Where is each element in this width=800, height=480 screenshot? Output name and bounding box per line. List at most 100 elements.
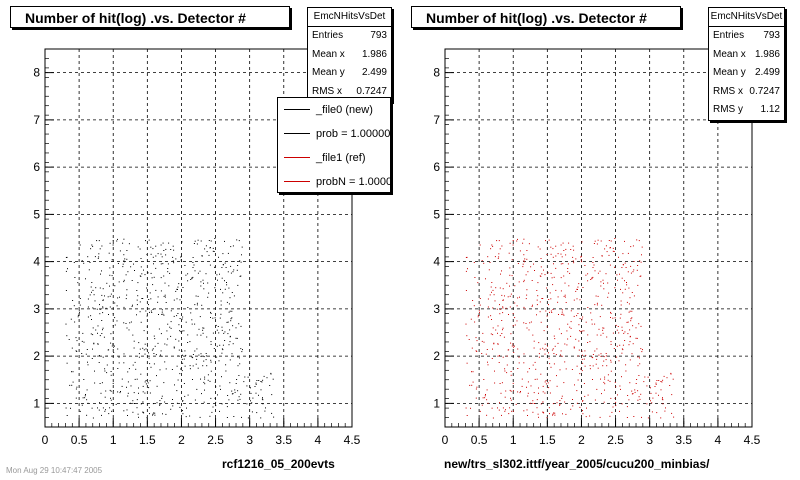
- scatter-point: [552, 414, 553, 416]
- scatter-point: [91, 282, 93, 283]
- scatter-point: [565, 302, 567, 303]
- scatter-point: [592, 257, 594, 258]
- scatter-point: [542, 347, 544, 349]
- scatter-point: [600, 378, 601, 380]
- scatter-point: [587, 334, 589, 336]
- scatter-point: [202, 329, 204, 331]
- scatter-point: [112, 240, 114, 241]
- scatter-point: [590, 312, 592, 314]
- y-tick-label: 6: [33, 160, 40, 174]
- scatter-point: [622, 264, 624, 266]
- scatter-point: [604, 378, 606, 380]
- scatter-point: [157, 342, 159, 344]
- scatter-point: [504, 370, 506, 372]
- scatter-point: [614, 397, 616, 399]
- scatter-point: [572, 260, 574, 262]
- scatter-point: [192, 262, 194, 263]
- scatter-point: [543, 269, 544, 271]
- scatter-point: [495, 287, 497, 289]
- scatter-point: [596, 302, 598, 304]
- scatter-point: [572, 405, 574, 407]
- scatter-point: [222, 344, 224, 346]
- scatter-point: [139, 311, 141, 313]
- plot-frame: [444, 48, 753, 428]
- scatter-point: [112, 325, 114, 327]
- scatter-point: [502, 306, 504, 308]
- scatter-point: [98, 362, 100, 363]
- scatter-point: [215, 386, 217, 388]
- scatter-point: [152, 413, 154, 415]
- scatter-point: [598, 328, 600, 330]
- scatter-point: [133, 340, 135, 342]
- scatter-point: [530, 266, 532, 268]
- scatter-point: [148, 299, 150, 300]
- scatter-point: [544, 343, 546, 345]
- scatter-point: [514, 324, 516, 326]
- scatter-point: [497, 343, 499, 345]
- scatter-point: [477, 282, 479, 284]
- scatter-point: [475, 350, 477, 352]
- scatter-point: [621, 352, 623, 354]
- scatter-point: [552, 348, 554, 350]
- scatter-point: [603, 282, 604, 284]
- scatter-point: [591, 323, 593, 325]
- scatter-point: [671, 394, 673, 396]
- scatter-point: [227, 271, 229, 273]
- scatter-point: [639, 357, 640, 359]
- scatter-point: [471, 384, 473, 386]
- scatter-point: [560, 244, 562, 246]
- scatter-point: [108, 314, 109, 315]
- scatter-point: [656, 380, 658, 381]
- scatter-point: [596, 304, 598, 306]
- scatter-point: [147, 345, 148, 347]
- scatter-point: [534, 270, 535, 271]
- scatter-point: [207, 296, 209, 298]
- scatter-point: [660, 417, 662, 419]
- scatter-point: [102, 329, 103, 331]
- scatter-point: [237, 365, 239, 367]
- scatter-point: [92, 245, 94, 247]
- scatter-point: [87, 256, 89, 258]
- scatter-point: [544, 353, 546, 355]
- scatter-point: [504, 410, 506, 412]
- scatter-point: [610, 240, 612, 242]
- scatter-point: [517, 297, 519, 299]
- scatter-point: [523, 260, 525, 262]
- scatter-point: [536, 399, 538, 401]
- scatter-point: [489, 294, 491, 296]
- scatter-point: [542, 385, 544, 387]
- scatter-point: [210, 311, 211, 313]
- scatter-point: [124, 308, 126, 310]
- scatter-point: [583, 383, 585, 384]
- scatter-point: [628, 344, 630, 346]
- scatter-point: [579, 373, 581, 375]
- scatter-point: [479, 410, 481, 412]
- scatter-point: [147, 272, 149, 274]
- scatter-point: [229, 382, 231, 384]
- scatter-point: [484, 395, 486, 397]
- scatter-point: [140, 266, 142, 268]
- scatter-point: [640, 275, 642, 277]
- scatter-point: [261, 381, 263, 383]
- scatter-point: [155, 255, 157, 257]
- scatter-point: [471, 347, 473, 349]
- scatter-point: [182, 354, 183, 356]
- scatter-point: [562, 313, 564, 315]
- scatter-point: [116, 320, 118, 322]
- x-tick-label: 4: [715, 433, 722, 447]
- scatter-point: [117, 238, 118, 240]
- scatter-point: [108, 413, 110, 415]
- scatter-point: [492, 334, 494, 336]
- scatter-point: [504, 396, 506, 398]
- scatter-point: [562, 263, 564, 265]
- scatter-point: [77, 316, 79, 318]
- scatter-point: [157, 253, 159, 255]
- scatter-point: [570, 321, 572, 323]
- scatter-point: [194, 323, 196, 325]
- scatter-point: [592, 365, 594, 367]
- scatter-point: [180, 368, 182, 370]
- scatter-point: [528, 368, 530, 370]
- scatter-point: [538, 356, 540, 358]
- scatter-point: [548, 304, 549, 306]
- scatter-point: [194, 399, 196, 401]
